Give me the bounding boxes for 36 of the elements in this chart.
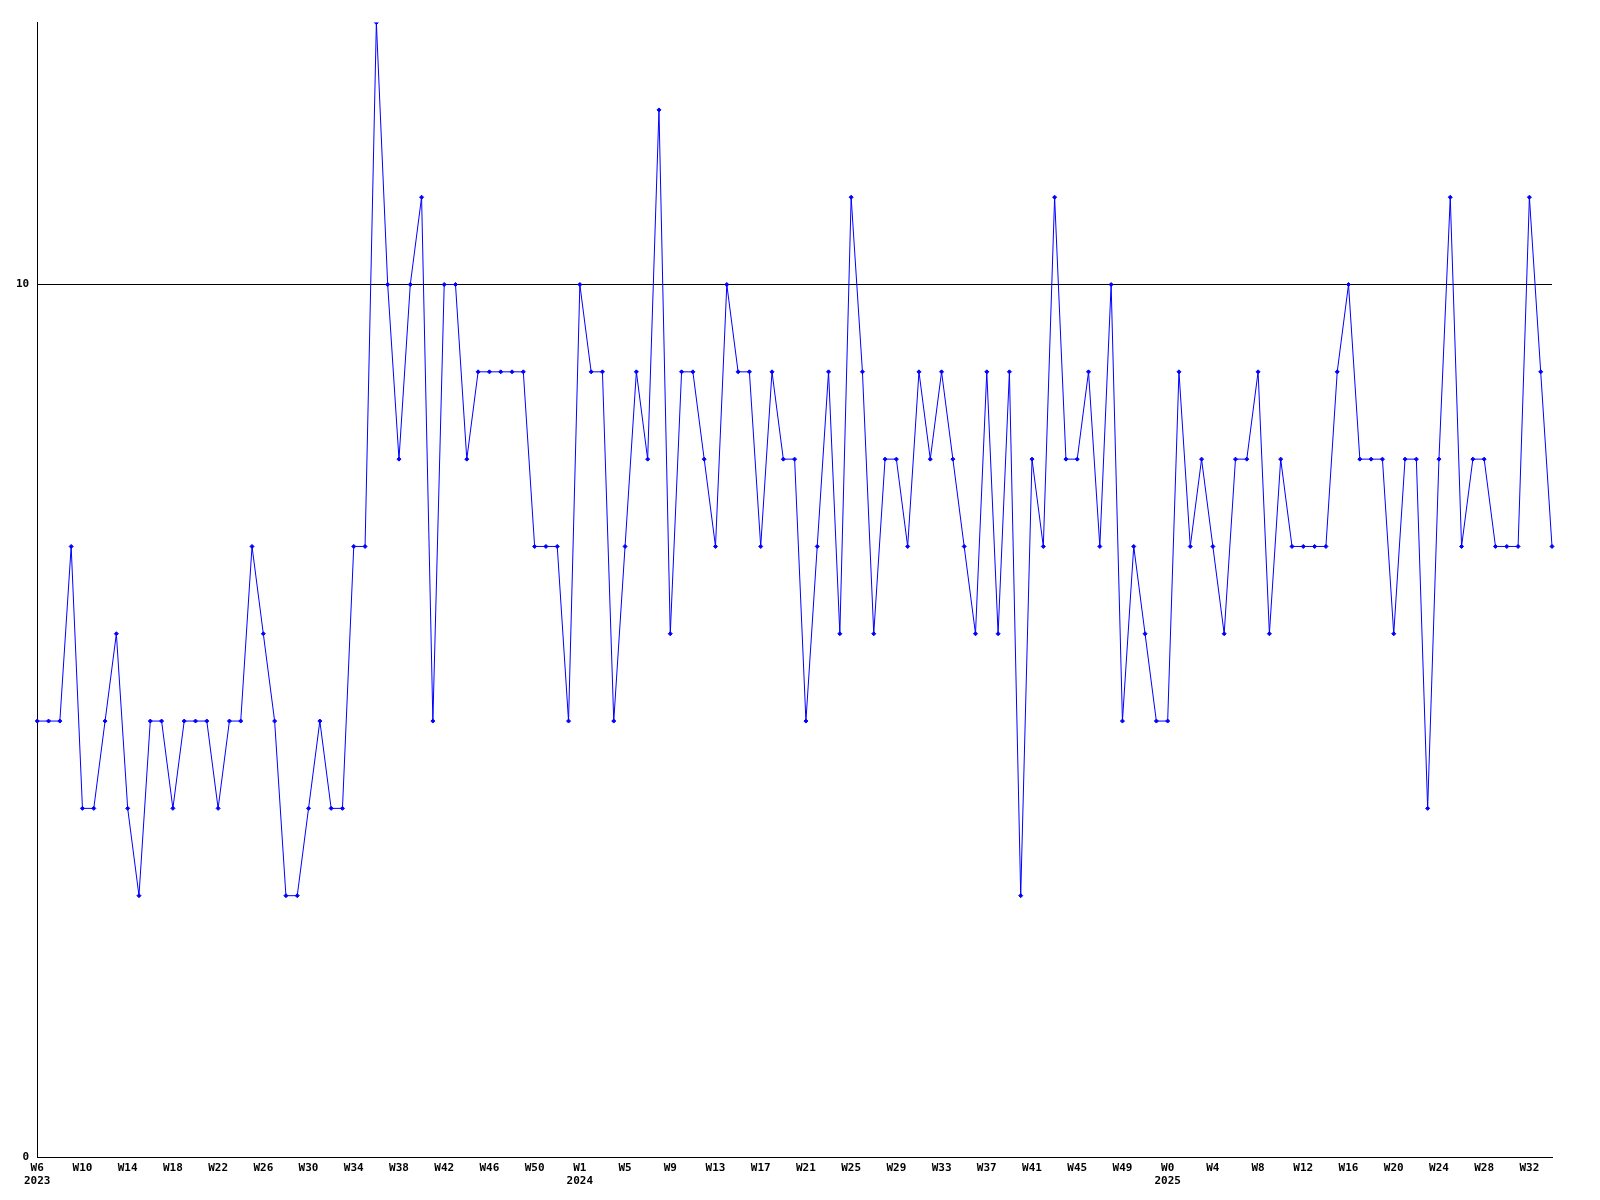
y-tick-label: 0 bbox=[22, 1150, 30, 1164]
x-tick-label: W49 bbox=[1112, 1161, 1133, 1175]
x-tick-label: W37 bbox=[976, 1161, 997, 1175]
x-tick-label: W24 bbox=[1429, 1161, 1450, 1175]
x-tick-label: W0 2025 bbox=[1154, 1161, 1181, 1188]
x-tick-label: W17 bbox=[750, 1161, 771, 1175]
x-tick-label: W25 bbox=[841, 1161, 862, 1175]
x-tick-label: W26 bbox=[253, 1161, 274, 1175]
x-tick-label: W29 bbox=[886, 1161, 907, 1175]
x-tick-label: W12 bbox=[1293, 1161, 1314, 1175]
x-tick-label: W32 bbox=[1519, 1161, 1540, 1175]
x-tick-label: W33 bbox=[931, 1161, 952, 1175]
x-tick-label: W21 bbox=[795, 1161, 817, 1175]
x-tick-label: W5 bbox=[618, 1161, 632, 1175]
x-tick-label: W46 bbox=[479, 1161, 500, 1175]
x-tick-label: W20 bbox=[1383, 1161, 1404, 1175]
x-tick-label: W38 bbox=[389, 1161, 409, 1175]
x-tick-label: W22 bbox=[208, 1161, 229, 1175]
x-tick-label: W41 bbox=[1022, 1161, 1043, 1175]
x-tick-label: W28 bbox=[1474, 1161, 1495, 1175]
x-tick-label: W18 bbox=[162, 1161, 183, 1175]
x-tick-label: W8 bbox=[1251, 1161, 1265, 1175]
x-tick-label: W4 bbox=[1206, 1161, 1220, 1175]
x-tick-label: W42 bbox=[434, 1161, 455, 1175]
x-tick-label: W34 bbox=[343, 1161, 365, 1175]
x-tick-label: W14 bbox=[117, 1161, 138, 1175]
x-tick-label: W10 bbox=[72, 1161, 93, 1175]
x-tick-label: W13 bbox=[705, 1161, 726, 1175]
x-tick-label: W9 bbox=[663, 1161, 677, 1175]
x-tick-label: W6 2023 bbox=[24, 1161, 51, 1188]
x-tick-label: W30 bbox=[298, 1161, 319, 1175]
x-tick-label: W16 bbox=[1338, 1161, 1359, 1175]
x-tick-label: W45 bbox=[1067, 1161, 1088, 1175]
x-tick-label: W1 2024 bbox=[566, 1161, 594, 1188]
y-tick-label: 10 bbox=[16, 277, 30, 291]
x-tick-label: W50 bbox=[524, 1161, 545, 1175]
